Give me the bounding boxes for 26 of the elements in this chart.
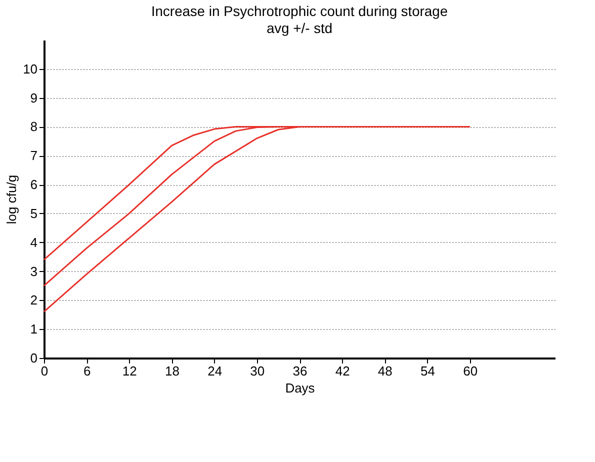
y-tick-label: 2 (30, 292, 38, 308)
y-tick-label: 4 (30, 234, 38, 250)
chart-title: Increase in Psychrotrophic count during storage (151, 3, 448, 19)
x-tick-label: 30 (250, 364, 265, 378)
x-tick-label: 0 (40, 364, 48, 378)
y-tick-label: 0 (30, 350, 38, 366)
x-tick-label: 24 (208, 364, 222, 378)
y-tick-label: 6 (30, 177, 38, 192)
y-tick-label: 5 (30, 206, 38, 221)
x-tick-label: 54 (420, 364, 435, 378)
x-tick-label: 18 (165, 364, 180, 378)
x-axis-title: Days (285, 380, 316, 396)
y-tick-label: 1 (30, 322, 38, 337)
chart-subtitle: avg +/- std (266, 20, 332, 36)
y-tick-label: 7 (30, 148, 38, 164)
x-tick-label: 12 (122, 364, 137, 378)
y-tick-label: 10 (23, 61, 38, 76)
x-tick-label: 42 (335, 364, 350, 378)
y-axis-title: log cfu/g (4, 174, 20, 224)
y-tick-label: 3 (30, 264, 38, 279)
x-tick-label: 36 (292, 364, 308, 378)
x-tick-label: 60 (463, 364, 478, 378)
y-tick-label: 8 (30, 119, 38, 134)
y-tick-label: 9 (30, 90, 38, 106)
x-tick-label: 6 (83, 364, 91, 378)
x-tick-label: 48 (378, 364, 392, 378)
